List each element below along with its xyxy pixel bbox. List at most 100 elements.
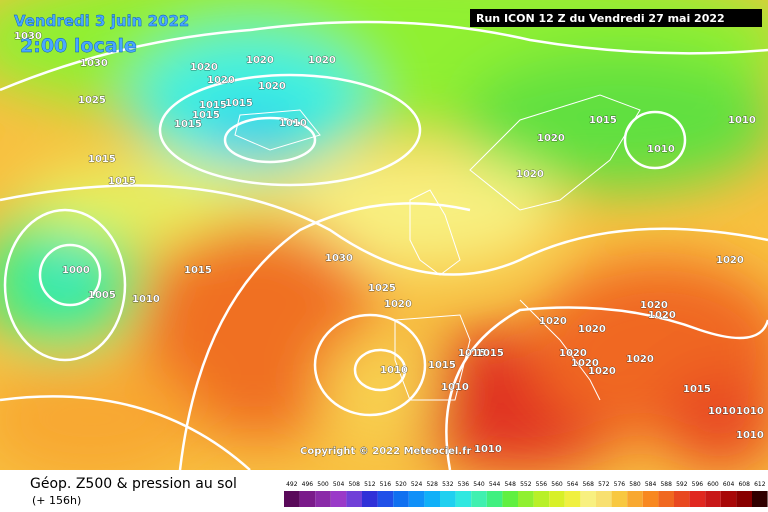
isobar-label: 1020 [626, 354, 654, 365]
scale-swatch [642, 491, 659, 507]
scale-label: 536 [458, 481, 470, 488]
isobar-label: 1015 [476, 348, 504, 359]
scale-label: 504 [333, 481, 345, 488]
scale-label: 604 [723, 481, 735, 488]
scale-label: 500 [317, 481, 329, 488]
scale-swatch [424, 491, 440, 507]
isobar-label: 1020 [588, 366, 616, 377]
scale-swatch [752, 491, 768, 507]
scale-label: 528 [426, 481, 438, 488]
scale-swatch [549, 491, 565, 507]
isobar-label: 1015 [174, 119, 202, 130]
scale-swatch [736, 491, 752, 507]
scale-label: 568 [582, 481, 594, 488]
scale-swatch [455, 491, 472, 507]
isobar-label: 1030 [14, 31, 42, 42]
scale-label: 532 [442, 481, 454, 488]
isobar-label: 1010 [708, 406, 736, 417]
isobar-label: 1020 [716, 255, 744, 266]
scale-swatch [580, 491, 596, 507]
isobar-label: 1015 [458, 348, 486, 359]
run-label: Run ICON 12 Z du Vendredi 27 mai 2022 [476, 12, 725, 25]
scale-label: 540 [473, 481, 485, 488]
scale-label: 596 [692, 481, 704, 488]
scale-swatch [689, 491, 706, 507]
scale-swatch [284, 491, 300, 507]
scale-label: 544 [489, 481, 501, 488]
isobar-label: 1015 [589, 115, 617, 126]
isobar-label: 1010 [474, 444, 502, 455]
scale-swatch [611, 491, 628, 507]
scale-swatch [705, 491, 721, 507]
isobar-label: 1025 [78, 95, 106, 106]
header-bar: Run ICON 12 Z du Vendredi 27 mai 2022 [470, 9, 762, 27]
scale-swatch [486, 491, 503, 507]
isobar-label: 1010 [132, 294, 160, 305]
scale-swatch [408, 491, 425, 507]
forecast-date: Vendredi 3 juin 2022 [14, 12, 189, 30]
isobar-label: 1020 [578, 324, 606, 335]
scale-label: 516 [380, 481, 392, 488]
scale-label: 520 [395, 481, 407, 488]
coastlines [234, 94, 641, 401]
isobar-label: 1015 [108, 176, 136, 187]
isobar-label: 1020 [308, 55, 336, 66]
isobar-label: 1010 [728, 115, 756, 126]
scale-label: 572 [598, 481, 610, 488]
isobar-label: 1030 [325, 253, 353, 264]
isobar-label: 1025 [368, 283, 396, 294]
scale-swatch [596, 491, 612, 507]
scale-swatch [377, 491, 394, 507]
isobar-label: 1015 [428, 360, 456, 371]
scale-swatch [720, 491, 737, 507]
scale-swatch [362, 491, 378, 507]
legend-title: Géop. Z500 & pression au sol [30, 476, 237, 492]
isobar-label: 1030 [80, 58, 108, 69]
isobar-label: 1020 [246, 55, 274, 66]
scale-label: 524 [411, 481, 423, 488]
z500-field [0, 0, 768, 480]
legend-subtitle: (+ 156h) [32, 494, 81, 507]
color-scale: 492 496 500 504 508 512 516 520 524 528 532 536 540 5… [284, 481, 768, 507]
scale-swatch [346, 491, 362, 507]
scale-swatch [440, 491, 456, 507]
isobar-label: 1020 [640, 300, 668, 311]
scale-swatch [393, 491, 409, 507]
scale-label: 580 [629, 481, 641, 488]
isobar-label: 1020 [648, 310, 676, 321]
scale-swatch [299, 491, 316, 507]
isobar-label: 1020 [571, 358, 599, 369]
isobar-label: 1020 [539, 316, 567, 327]
scale-label: 612 [754, 481, 766, 488]
isobar-label: 1015 [225, 98, 253, 109]
isobar-label: 1020 [537, 133, 565, 144]
isobar-label: 1000 [62, 265, 90, 276]
scale-label: 512 [364, 481, 376, 488]
isobar-label: 1020 [384, 299, 412, 310]
isobar-label: 1010 [736, 406, 764, 417]
scale-label: 560 [551, 481, 563, 488]
isobar-label: 1020 [516, 169, 544, 180]
isobar-label: 1015 [88, 154, 116, 165]
isobar-label: 1015 [199, 100, 227, 111]
scale-label: 552 [520, 481, 532, 488]
isobar-label: 1010 [647, 144, 675, 155]
scale-swatch [674, 491, 690, 507]
scale-swatch [502, 491, 518, 507]
isobar-label: 1020 [258, 81, 286, 92]
isobar-label: 1010 [736, 430, 764, 441]
scale-label: 564 [567, 481, 579, 488]
isobar-label: 1020 [559, 348, 587, 359]
scale-swatch [533, 491, 550, 507]
scale-label: 584 [645, 481, 657, 488]
scale-swatch [315, 491, 331, 507]
scale-label: 508 [348, 481, 360, 488]
isobars [0, 20, 768, 471]
scale-swatch [330, 491, 347, 507]
isobar-label: 1015 [192, 110, 220, 121]
scale-swatch [658, 491, 674, 507]
scale-label: 576 [614, 481, 626, 488]
